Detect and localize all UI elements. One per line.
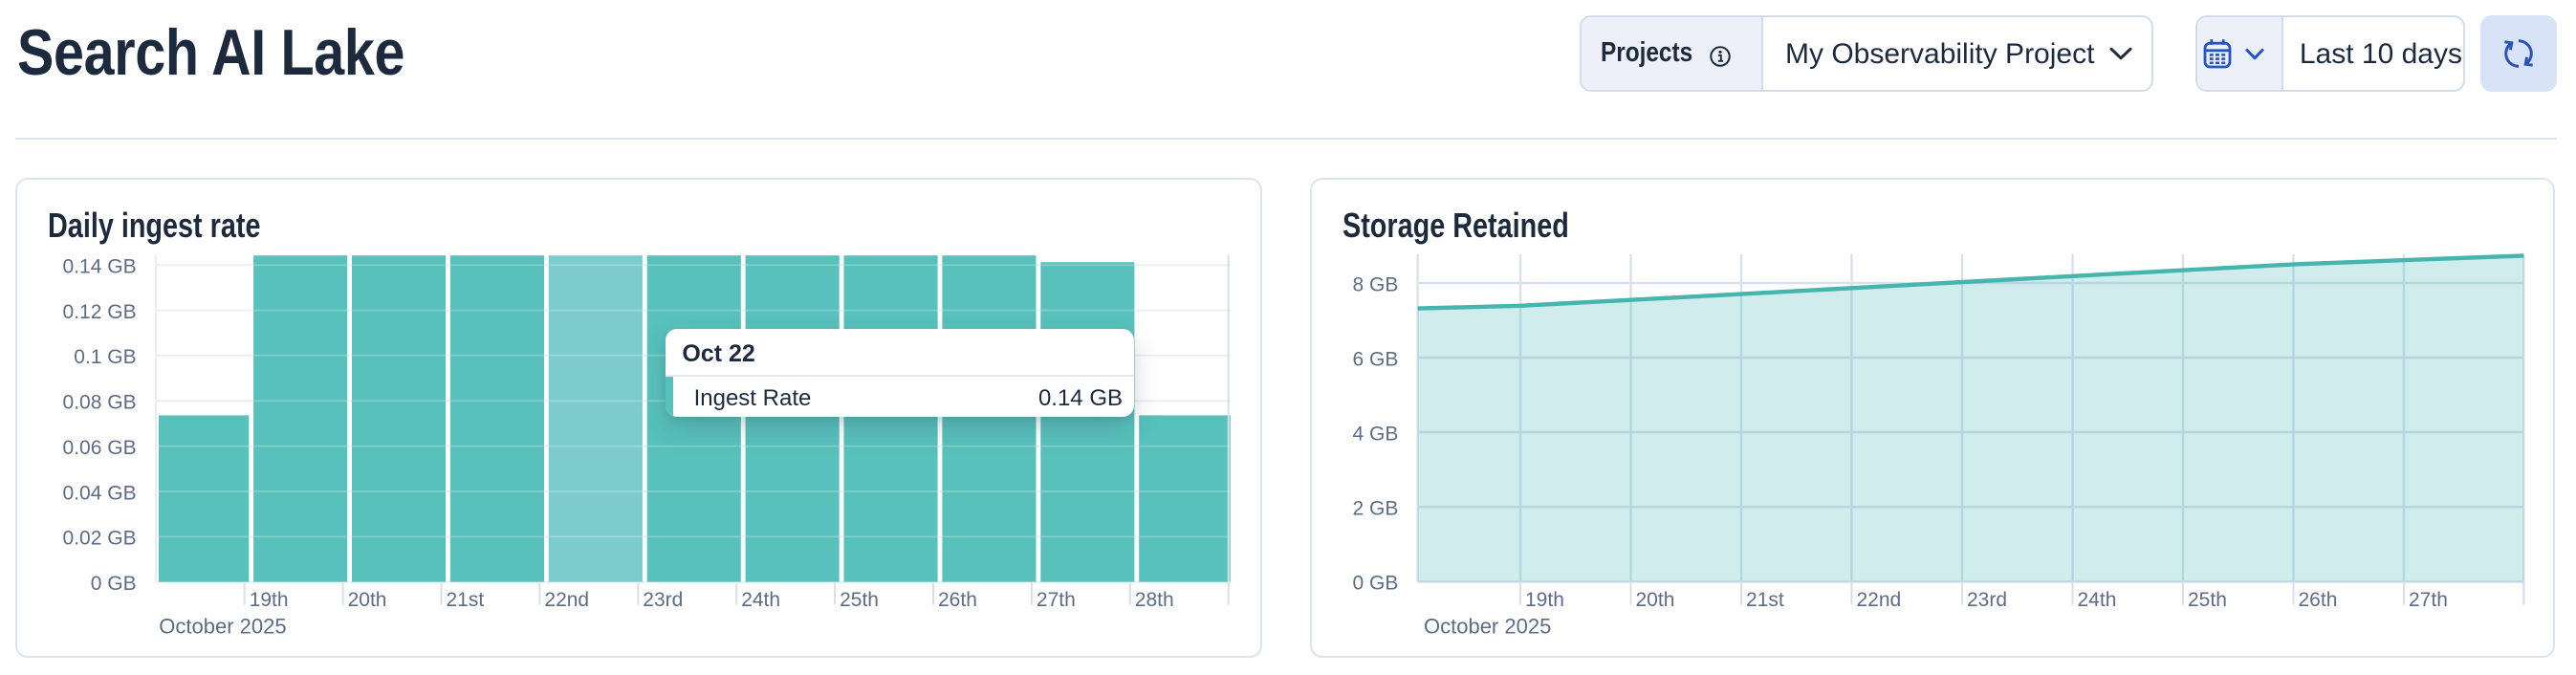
svg-text:27th: 27th [2410, 590, 2449, 612]
svg-text:2 GB: 2 GB [1353, 498, 1399, 520]
svg-text:0.08 GB: 0.08 GB [63, 392, 137, 414]
svg-text:22nd: 22nd [1857, 590, 1902, 612]
svg-text:22nd: 22nd [544, 590, 589, 612]
svg-text:21st: 21st [447, 590, 485, 612]
svg-text:26th: 26th [938, 590, 977, 612]
svg-text:19th: 19th [1526, 590, 1565, 612]
svg-text:0 GB: 0 GB [91, 574, 137, 596]
svg-text:6 GB: 6 GB [1353, 349, 1399, 371]
svg-text:0.12 GB: 0.12 GB [63, 302, 137, 324]
svg-text:4 GB: 4 GB [1353, 424, 1399, 446]
svg-text:25th: 25th [840, 590, 879, 612]
svg-text:0.04 GB: 0.04 GB [63, 483, 137, 505]
svg-text:0.14 GB: 0.14 GB [63, 256, 137, 278]
svg-text:0.1 GB: 0.1 GB [74, 347, 136, 369]
svg-text:October 2025: October 2025 [159, 615, 286, 639]
svg-text:23rd: 23rd [643, 590, 683, 612]
svg-text:20th: 20th [348, 590, 387, 612]
svg-text:23rd: 23rd [1968, 590, 2008, 612]
svg-text:20th: 20th [1636, 590, 1675, 612]
svg-text:28th: 28th [1135, 590, 1174, 612]
svg-text:21st: 21st [1747, 590, 1785, 612]
svg-text:0 GB: 0 GB [1353, 573, 1399, 595]
svg-text:0.06 GB: 0.06 GB [63, 438, 137, 460]
svg-text:8 GB: 8 GB [1353, 274, 1399, 296]
svg-text:24th: 24th [2078, 590, 2117, 612]
svg-text:27th: 27th [1037, 590, 1076, 612]
svg-text:25th: 25th [2189, 590, 2228, 612]
svg-text:19th: 19th [250, 590, 289, 612]
svg-text:October 2025: October 2025 [1425, 615, 1552, 639]
svg-text:24th: 24th [741, 590, 780, 612]
svg-text:26th: 26th [2299, 590, 2338, 612]
svg-text:0.02 GB: 0.02 GB [63, 528, 137, 550]
